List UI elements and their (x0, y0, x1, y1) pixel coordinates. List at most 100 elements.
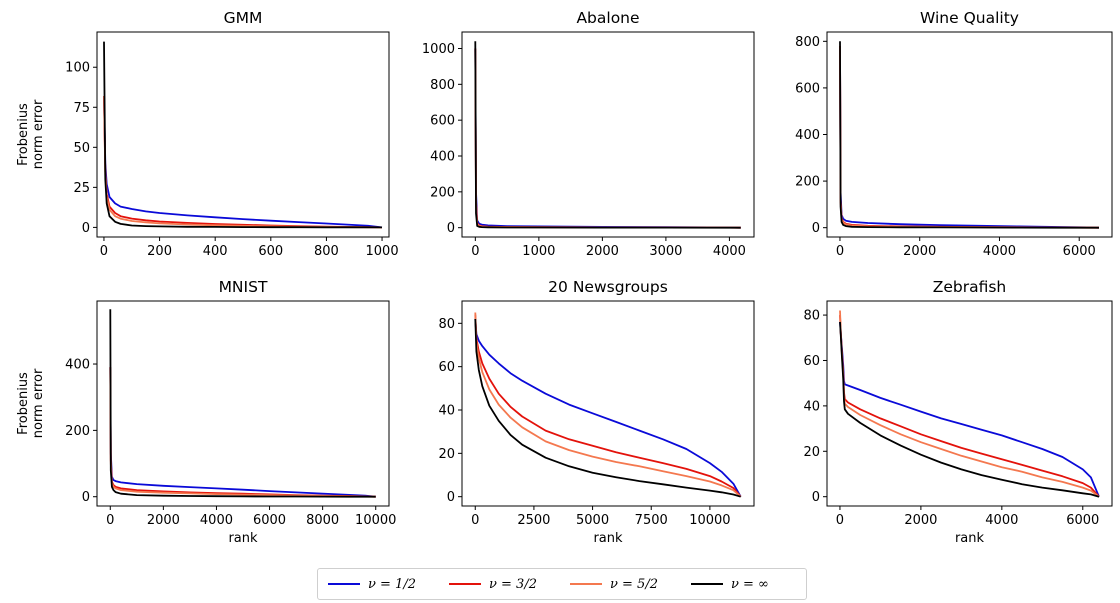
x-tick-label: 800 (314, 244, 339, 259)
x-tick-label: 0 (471, 244, 479, 259)
y-tick-label: 20 (803, 445, 820, 460)
y-tick-label: 200 (65, 424, 90, 439)
y-axis-label: Frobeniusnorm error (16, 368, 46, 438)
y-tick-label: 0 (812, 221, 820, 236)
series-line-abalone-1 (474, 48, 741, 229)
x-tick-label: 600 (258, 244, 283, 259)
series-line-zebrafish-1 (839, 321, 1100, 498)
x-tick-label: 2000 (904, 513, 937, 528)
legend-label-nu-inf: ν = ∞ (731, 576, 769, 592)
x-tick-label: 1000 (522, 244, 555, 259)
y-tick-label: 100 (65, 61, 90, 76)
y-tick-label: 600 (430, 114, 455, 129)
series-line-20-newsgroups-4 (474, 318, 741, 498)
series-line-zebrafish-2 (839, 315, 1100, 498)
panel-wine-quality: Wine Quality 0 2000 4000 6000 0 200 400 600 800 (795, 9, 1113, 259)
x-tick-label: 5000 (576, 513, 609, 528)
x-axis-label: rank (955, 531, 985, 546)
x-axis-label: rank (593, 531, 623, 546)
panel-mnist: MNIST 0 2000 4000 6000 8000 10000 0 200 400 rank Fr… (16, 278, 396, 546)
series-line-20-newsgroups-2 (474, 314, 742, 498)
panel-zebrafish: Zebrafish 0 2000 4000 6000 0 20 40 60 80 rank (803, 278, 1113, 546)
series-line-wine-quality-1 (839, 45, 1100, 229)
x-tick-label: 6000 (1066, 513, 1099, 528)
axes-frame (461, 300, 755, 507)
y-tick-label: 50 (73, 141, 90, 156)
y-tick-label: 80 (438, 317, 455, 332)
y-tick-label: 200 (430, 185, 455, 200)
chart-title: GMM (224, 9, 263, 27)
x-tick-label: 10000 (689, 513, 730, 528)
chart-title: Abalone (576, 9, 639, 27)
legend-label-nu-3-2: ν = 3/2 (489, 576, 537, 592)
legend-label-nu-half: ν = 1/2 (368, 576, 416, 592)
series-line-mnist-1 (109, 367, 376, 498)
y-tick-label: 0 (447, 490, 455, 505)
x-tick-label: 0 (106, 513, 114, 528)
y-tick-label: 400 (65, 358, 90, 373)
y-tick-label: 600 (795, 81, 820, 96)
x-tick-label: 0 (836, 513, 844, 528)
y-tick-label: 60 (803, 354, 820, 369)
y-tick-label: 0 (82, 221, 90, 236)
legend-swatch-nu-3-2 (449, 583, 481, 585)
y-tick-label: 0 (82, 490, 90, 505)
y-tick-label: 60 (438, 360, 455, 375)
series-line-mnist-3 (109, 367, 376, 498)
x-tick-label: 0 (471, 513, 479, 528)
x-tick-label: 1000 (366, 244, 399, 259)
y-tick-label: 400 (430, 150, 455, 165)
legend-item-nu-5-2: ν = 5/2 (570, 569, 658, 599)
y-tick-label: 25 (73, 181, 90, 196)
series-line-abalone-3 (474, 48, 741, 229)
y-tick-label: 800 (430, 78, 455, 93)
x-tick-label: 2000 (586, 244, 619, 259)
y-tick-label: 80 (803, 309, 820, 324)
x-tick-label: 200 (147, 244, 172, 259)
series-line-abalone-2 (474, 48, 741, 229)
series-line-zebrafish-3 (839, 310, 1100, 498)
x-tick-label: 4000 (200, 513, 233, 528)
series-line-zebrafish-4 (839, 321, 1100, 498)
x-tick-label: 2500 (517, 513, 550, 528)
axes-frame (461, 31, 755, 238)
legend-swatch-nu-inf (691, 583, 723, 585)
legend-item-nu-inf: ν = ∞ (691, 569, 769, 599)
series-line-gmm-4 (103, 41, 383, 229)
x-tick-label: 6000 (253, 513, 286, 528)
legend-label-nu-5-2: ν = 5/2 (610, 576, 658, 592)
legend-swatch-nu-half (328, 583, 360, 585)
series-line-mnist-2 (109, 367, 376, 498)
x-tick-label: 8000 (306, 513, 339, 528)
x-tick-label: 4000 (713, 244, 746, 259)
axes-frame (96, 300, 390, 507)
series-line-20-newsgroups-3 (474, 312, 742, 498)
series-line-abalone-4 (474, 41, 741, 229)
legend-swatch-nu-5-2 (570, 583, 602, 585)
y-tick-label: 40 (438, 404, 455, 419)
y-tick-label: 75 (73, 101, 90, 116)
y-tick-label: 0 (447, 221, 455, 236)
x-tick-label: 2000 (903, 244, 936, 259)
y-tick-label: 400 (795, 128, 820, 143)
legend: ν = 1/2 ν = 3/2 ν = 5/2 ν = ∞ (317, 568, 807, 600)
x-tick-label: 400 (203, 244, 228, 259)
y-tick-label: 0 (812, 490, 820, 505)
x-axis-label: rank (228, 531, 258, 546)
x-tick-label: 10000 (355, 513, 396, 528)
legend-item-nu-half: ν = 1/2 (328, 569, 416, 599)
y-tick-label: 200 (795, 175, 820, 190)
chart-title: Zebrafish (933, 278, 1007, 296)
y-tick-label: 20 (438, 447, 455, 462)
chart-title: 20 Newsgroups (548, 278, 668, 296)
y-axis-label: Frobeniusnorm error (16, 99, 46, 169)
axes-frame (826, 300, 1113, 507)
series-line-20-newsgroups-1 (474, 318, 742, 498)
x-tick-label: 0 (100, 244, 108, 259)
x-tick-label: 7500 (635, 513, 668, 528)
x-tick-label: 0 (836, 244, 844, 259)
series-line-mnist-4 (109, 309, 376, 498)
series-line-gmm-1 (103, 96, 383, 229)
x-tick-label: 4000 (983, 244, 1016, 259)
